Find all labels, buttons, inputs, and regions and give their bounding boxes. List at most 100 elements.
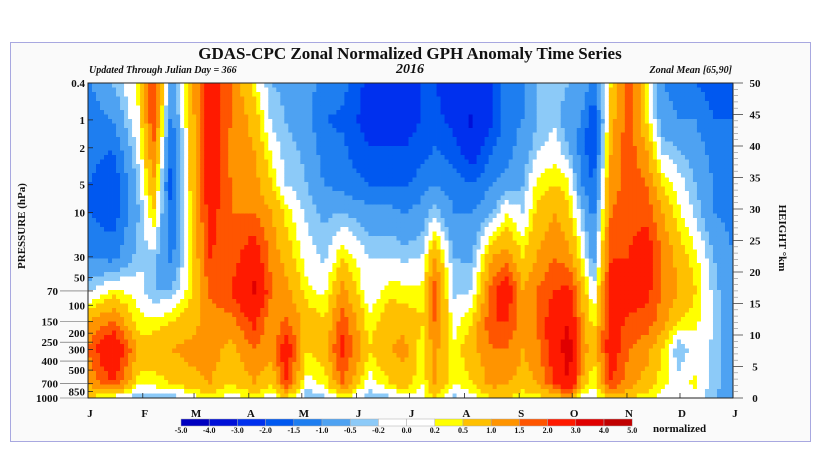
contour-cell [124, 371, 129, 376]
contour-cell [132, 371, 137, 376]
contour-cell [260, 141, 265, 147]
contour-cell [192, 231, 197, 237]
contour-cell [104, 254, 109, 259]
contour-cell [100, 101, 105, 106]
contour-cell [276, 236, 281, 241]
contour-cell [168, 218, 173, 223]
contour-cell [244, 303, 249, 309]
contour-cell [160, 105, 165, 111]
contour-cell [124, 308, 129, 313]
contour-cell [200, 375, 205, 381]
contour-cell [160, 87, 165, 93]
contour-cell [156, 362, 161, 367]
contour-cell [328, 285, 333, 291]
contour-cell [176, 110, 181, 115]
contour-cell [228, 326, 233, 331]
contour-cell [276, 227, 281, 232]
contour-cell [152, 83, 157, 88]
contour-cell [136, 290, 141, 295]
contour-cell [372, 164, 377, 169]
contour-cell [176, 294, 181, 300]
contour-cell [236, 254, 241, 259]
contour-cell [216, 380, 221, 385]
contour-cell [184, 366, 189, 372]
contour-cell [116, 299, 121, 304]
contour-cell [304, 141, 309, 147]
contour-cell [252, 83, 257, 88]
contour-cell [204, 357, 209, 363]
contour-cell [244, 105, 249, 111]
contour-cell [312, 344, 317, 349]
contour-cell [172, 146, 177, 151]
contour-cell [308, 177, 313, 183]
contour-cell [180, 128, 185, 133]
contour-cell [140, 110, 145, 115]
contour-cell [292, 231, 297, 237]
contour-cell [136, 236, 141, 241]
contour-cell [144, 290, 149, 295]
contour-cell [336, 267, 341, 273]
contour-cell [244, 119, 249, 124]
contour-cell [328, 348, 333, 354]
contour-cell [100, 92, 105, 97]
contour-cell [108, 362, 113, 367]
contour-cell [256, 357, 261, 363]
contour-cell [268, 285, 273, 291]
contour-cell [292, 227, 297, 232]
contour-cell [292, 285, 297, 291]
contour-cell [240, 114, 245, 120]
contour-cell [112, 101, 117, 106]
contour-cell [212, 146, 217, 151]
contour-cell [196, 137, 201, 142]
contour-cell [296, 231, 301, 237]
contour-cell [324, 213, 329, 219]
contour-cell [196, 389, 201, 394]
contour-cell [272, 101, 277, 106]
contour-cell [112, 213, 117, 219]
contour-cell [100, 330, 105, 336]
contour-cell [240, 362, 245, 367]
contour-cell [232, 209, 237, 214]
contour-cell [256, 119, 261, 124]
contour-cell [328, 290, 333, 295]
contour-cell [304, 87, 309, 93]
contour-cell [208, 339, 213, 345]
contour-cell [324, 240, 329, 246]
contour-cell [256, 155, 261, 160]
contour-cell [148, 164, 153, 169]
contour-cell [100, 299, 105, 304]
contour-cell [252, 123, 257, 129]
contour-cell [196, 276, 201, 282]
contour-cell [128, 128, 133, 133]
contour-cell [312, 321, 317, 327]
contour-cell [196, 227, 201, 232]
contour-cell [244, 276, 249, 282]
contour-cell [284, 200, 289, 205]
contour-cell [252, 312, 257, 318]
contour-cell [232, 357, 237, 363]
contour-cell [192, 150, 197, 156]
contour-cell [356, 326, 361, 331]
contour-cell [288, 159, 293, 165]
contour-cell [204, 348, 209, 354]
contour-cell [176, 303, 181, 309]
contour-cell [212, 177, 217, 183]
contour-cell [356, 132, 361, 138]
contour-cell [372, 114, 377, 120]
contour-cell [268, 218, 273, 223]
contour-cell [320, 218, 325, 223]
contour-cell [136, 375, 141, 381]
contour-cell [356, 204, 361, 210]
contour-cell [160, 353, 165, 358]
contour-cell [196, 155, 201, 160]
contour-cell [280, 173, 285, 178]
contour-cell [268, 281, 273, 286]
contour-cell [360, 254, 365, 259]
contour-cell [292, 195, 297, 201]
contour-cell [292, 209, 297, 214]
contour-cell [268, 123, 273, 129]
contour-cell [360, 290, 365, 295]
contour-cell [296, 321, 301, 327]
contour-cell [164, 110, 169, 115]
contour-cell [116, 330, 121, 336]
